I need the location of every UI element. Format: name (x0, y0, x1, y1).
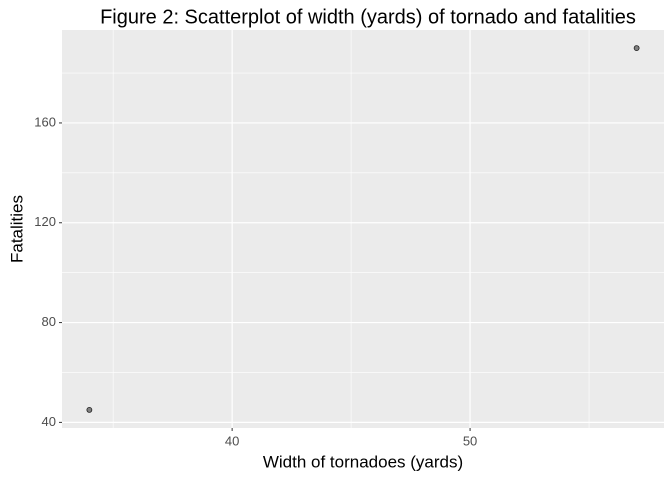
x-tick-label: 50 (463, 433, 477, 448)
y-tick-label: 160 (34, 114, 56, 129)
y-tick-label: 120 (34, 214, 56, 229)
y-tick-label: 80 (42, 314, 56, 329)
chart-title: Figure 2: Scatterplot of width (yards) o… (100, 6, 636, 28)
y-axis-label: Fatalities (7, 195, 26, 263)
y-tick-label: 40 (42, 414, 56, 429)
panel (62, 30, 664, 428)
x-axis-label: Width of tornadoes (yards) (263, 452, 463, 471)
x-tick-label: 40 (225, 433, 239, 448)
point (633, 45, 640, 51)
point (86, 407, 93, 413)
